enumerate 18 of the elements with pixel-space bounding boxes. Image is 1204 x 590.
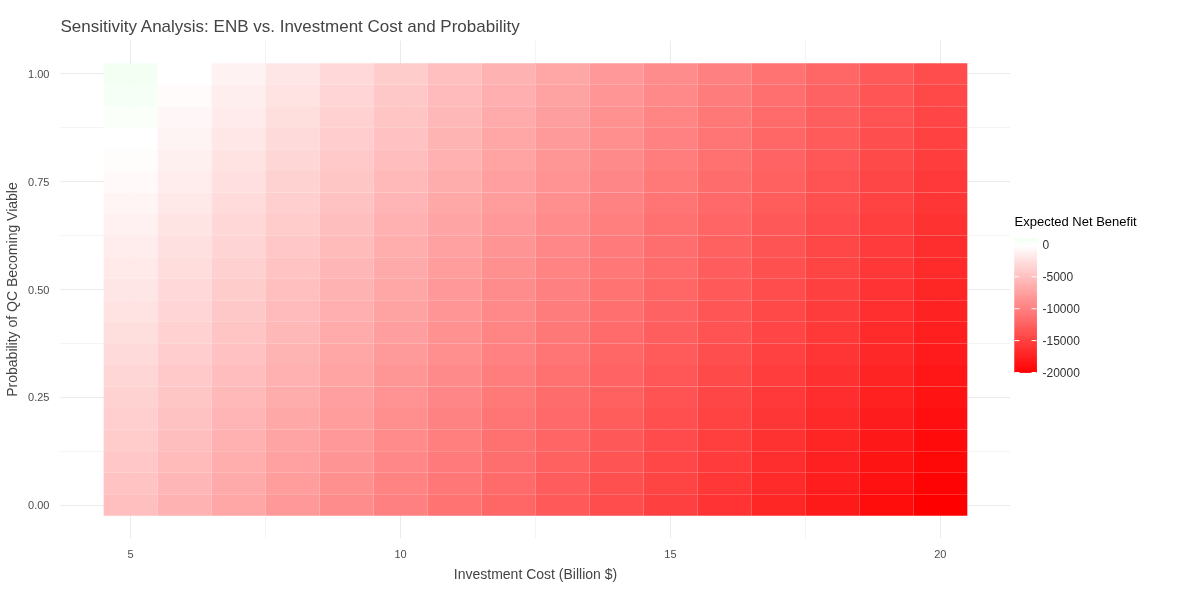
color-bar-label: -5000 [1042,270,1074,285]
x-tick-label: 10 [394,547,407,560]
chart-title: Sensitivity Analysis: ENB vs. Investment Cost and Probability [60,16,521,36]
color-bar-label: -15000 [1042,334,1081,349]
color-bar-label: 0 [1042,238,1050,253]
x-axis-title: Investment Cost (Billion $) [453,565,618,582]
y-tick-label: 1.00 [28,67,50,80]
x-tick-label: 20 [934,547,947,560]
y-axis-title: Probability of QC Becoming Viable [4,182,21,397]
y-tick-label: 0.50 [28,283,50,296]
y-tick-label: 0.00 [28,499,50,512]
color-bar-label: -10000 [1042,302,1081,317]
y-tick-label: 0.75 [28,175,50,188]
x-tick-label: 5 [127,547,134,560]
y-tick-label: 0.25 [28,391,50,404]
x-tick-label: 15 [664,547,677,560]
legend-title: Expected Net Benefit [1014,213,1138,229]
color-bar-label: -20000 [1042,366,1081,380]
